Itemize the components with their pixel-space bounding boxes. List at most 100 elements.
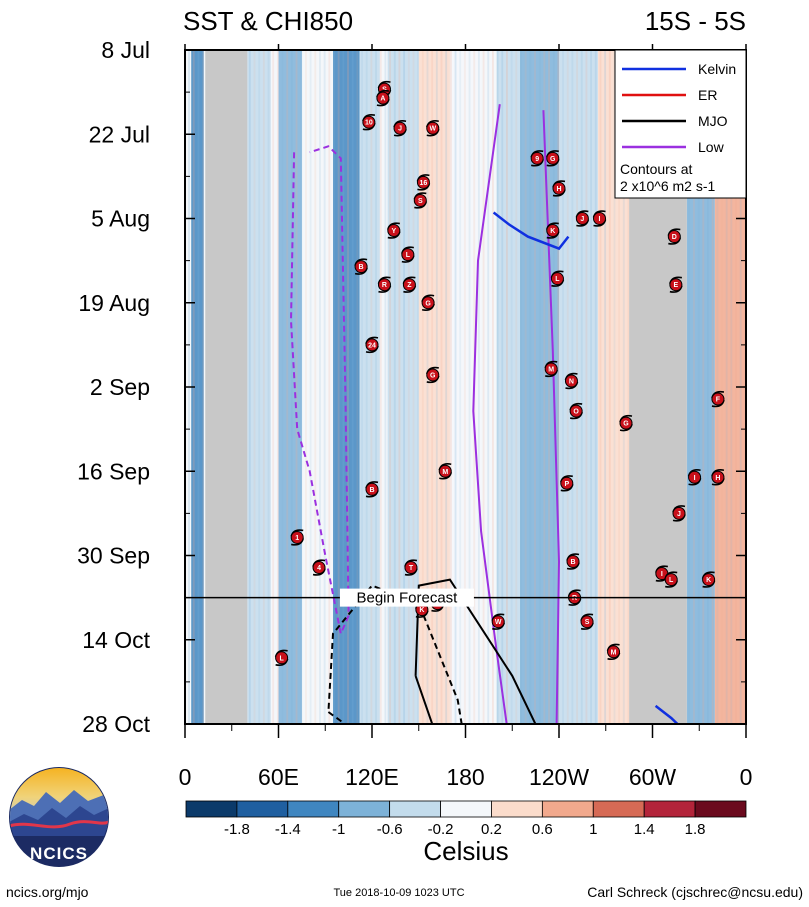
storm-marker: B bbox=[566, 553, 580, 570]
sst-streak bbox=[491, 50, 494, 724]
storm-dot bbox=[566, 555, 580, 569]
footer-url[interactable]: ncics.org/mjo bbox=[6, 884, 89, 900]
y-tick-label: 14 Oct bbox=[82, 627, 150, 653]
storm-marker: W bbox=[491, 613, 506, 630]
storm-label: M bbox=[611, 649, 617, 656]
storm-dot bbox=[312, 561, 326, 575]
storm-marker: O bbox=[569, 402, 583, 420]
colorbar-tick-label: -0.2 bbox=[428, 821, 454, 838]
sst-streak bbox=[524, 50, 527, 724]
storm-dot bbox=[438, 464, 452, 478]
sst-streak bbox=[365, 50, 368, 724]
sst-streak bbox=[361, 50, 363, 724]
ncics-logo: NCICS bbox=[9, 767, 109, 867]
sst-streak bbox=[393, 50, 396, 724]
sst-streak bbox=[370, 50, 373, 724]
storm-label: H bbox=[556, 186, 561, 193]
sst-streak bbox=[529, 50, 532, 724]
sst-streak bbox=[258, 50, 261, 724]
sst-streak bbox=[421, 50, 424, 724]
storm-dot bbox=[377, 278, 391, 292]
storm-label: L bbox=[555, 276, 560, 283]
legend-label: MJO bbox=[698, 113, 728, 129]
colorbar-swatch bbox=[491, 800, 543, 818]
storm-dot bbox=[416, 175, 430, 189]
y-tick-label: 30 Sep bbox=[77, 543, 150, 569]
legend-items: Kelvin ER MJO Low bbox=[622, 61, 736, 155]
storm-label: G bbox=[550, 156, 556, 163]
sst-band bbox=[387, 50, 419, 724]
storm-label: I bbox=[694, 475, 696, 482]
sst-streak bbox=[482, 50, 485, 724]
storm-dot bbox=[413, 193, 427, 207]
storm-dot bbox=[402, 278, 416, 292]
sst-streak bbox=[384, 50, 387, 724]
x-tick-label: 0 bbox=[179, 764, 192, 790]
sst-streak bbox=[599, 50, 602, 724]
sst-streak bbox=[622, 50, 625, 724]
storm-marker: S bbox=[413, 192, 428, 209]
storm-marker: G bbox=[421, 294, 435, 311]
sst-streak bbox=[431, 50, 434, 724]
storm-marker: 4 bbox=[312, 559, 326, 576]
sst-streak bbox=[627, 50, 630, 724]
storm-dot bbox=[711, 470, 725, 484]
storm-dot bbox=[393, 121, 407, 135]
y-tick-label: 8 Jul bbox=[101, 37, 150, 63]
land-band bbox=[205, 50, 248, 724]
storm-dot bbox=[530, 151, 544, 165]
storm-marker: G bbox=[619, 414, 633, 432]
sst-streak bbox=[506, 50, 508, 724]
contour-kelvin bbox=[654, 704, 680, 724]
sst-streak bbox=[253, 50, 256, 724]
sst-streak bbox=[417, 50, 420, 724]
sst-streak bbox=[286, 50, 289, 724]
storm-label: B bbox=[359, 264, 364, 271]
storm-marker: K bbox=[701, 571, 716, 588]
storm-dot bbox=[365, 338, 379, 352]
sst-streak bbox=[379, 50, 382, 724]
storm-dot bbox=[290, 530, 304, 544]
colorbar-tick-label: -0.6 bbox=[377, 821, 403, 838]
storm-dot bbox=[575, 212, 589, 225]
sst-streak bbox=[468, 50, 471, 724]
sst-streak bbox=[342, 50, 345, 724]
x-tick-label: 180 bbox=[446, 764, 484, 790]
storm-marker: H bbox=[552, 180, 566, 197]
sst-streak bbox=[730, 50, 733, 724]
x-tick-label: 60E bbox=[258, 764, 299, 790]
sst-streak bbox=[697, 50, 700, 724]
storm-dot bbox=[365, 482, 379, 496]
sst-streak bbox=[463, 50, 466, 724]
storm-label: S bbox=[585, 619, 590, 626]
sst-streak bbox=[557, 50, 560, 724]
colorbar-swatch bbox=[185, 800, 238, 818]
sst-streak bbox=[449, 50, 452, 724]
storm-label: G bbox=[623, 421, 629, 428]
storm-dot bbox=[593, 212, 607, 225]
storm-marker: 10 bbox=[362, 114, 376, 131]
sst-streak bbox=[272, 50, 275, 724]
sst-streak bbox=[403, 50, 406, 724]
storm-dot bbox=[376, 91, 390, 105]
colorbar-swatch bbox=[236, 800, 289, 818]
storm-marker: 16 bbox=[416, 174, 431, 191]
legend-box bbox=[614, 49, 747, 199]
storm-label: Y bbox=[391, 228, 396, 235]
colorbar-swatch bbox=[287, 800, 340, 818]
footer-timestamp: Tue 2018-10-09 1023 UTC bbox=[333, 887, 464, 899]
storm-marker: R bbox=[377, 276, 392, 293]
storm-marker: W bbox=[425, 120, 440, 137]
storm-label: P bbox=[564, 481, 569, 488]
sst-streak bbox=[375, 50, 377, 724]
sst-streak bbox=[576, 50, 579, 724]
sst-streak bbox=[702, 50, 705, 724]
storm-label: J bbox=[580, 216, 584, 223]
storm-dot bbox=[546, 151, 560, 165]
storm-marker: 9 bbox=[530, 150, 544, 167]
sst-streak bbox=[534, 50, 536, 724]
legend-label: Low bbox=[698, 139, 725, 155]
sst-streak bbox=[248, 50, 251, 724]
sst-streak bbox=[304, 50, 307, 724]
